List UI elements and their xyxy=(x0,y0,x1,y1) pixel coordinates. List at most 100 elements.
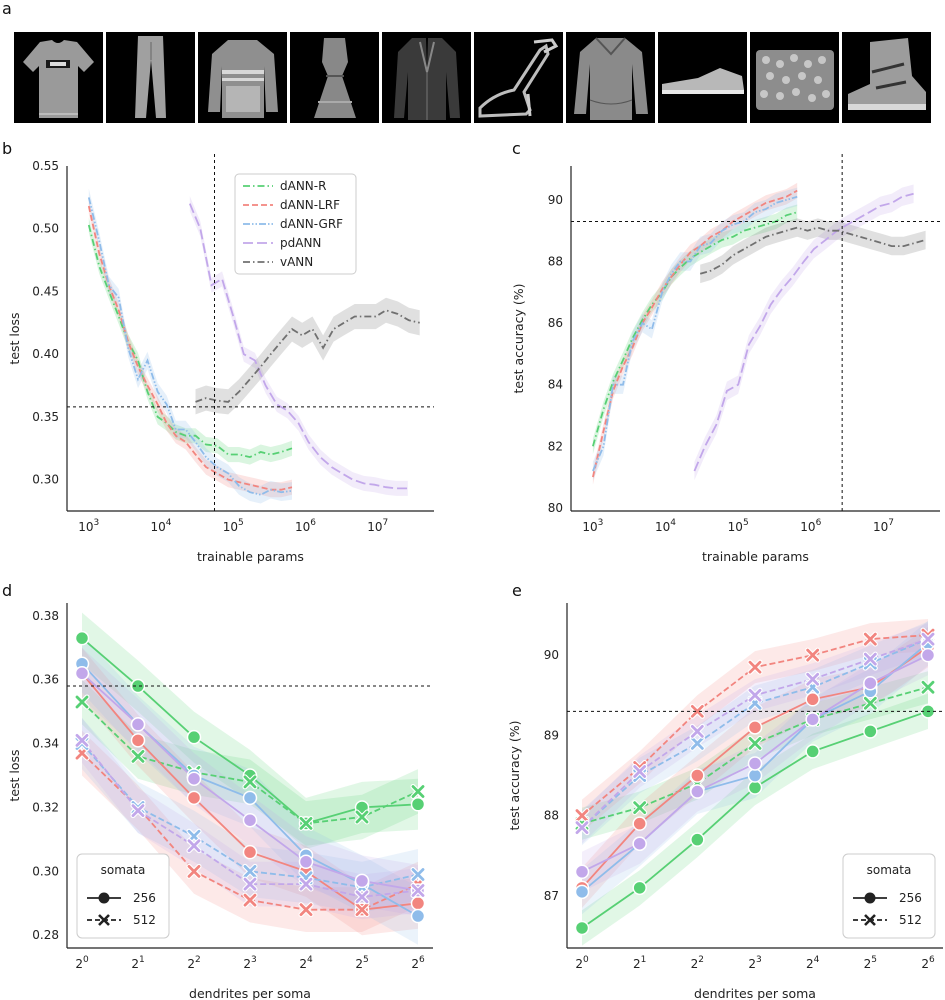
d-point-dANN-R-512 xyxy=(298,815,314,831)
d-point-dANN-R-512 xyxy=(410,783,426,799)
c-series-dANN-GRF xyxy=(592,187,798,481)
d-point-dANN-GRF-256 xyxy=(410,908,426,924)
trouser-icon xyxy=(106,32,195,123)
d-point-pdANN-512 xyxy=(186,838,202,854)
e-ytick-label: 88 xyxy=(544,809,559,823)
e-point-dANN-R-512 xyxy=(632,800,648,816)
e-point-dANN-R-256 xyxy=(632,880,647,896)
d-point-dANN-LRF-256 xyxy=(410,896,426,911)
d-ytick-label: 0.38 xyxy=(32,609,59,623)
d-point-dANN-R-256 xyxy=(186,729,202,745)
d-point-pdANN-256 xyxy=(354,873,370,889)
panel-letter-d: d xyxy=(2,581,12,600)
b-line-pdANN xyxy=(188,203,408,490)
e-xtick-label: 20 xyxy=(575,955,589,971)
c-series-dANN-LRF xyxy=(592,182,798,485)
e-y-axis-label: test accuracy (%) xyxy=(507,721,522,831)
e-point-dANN-R-256 xyxy=(747,780,763,795)
e-point-pdANN-512 xyxy=(689,723,705,739)
e-xtick-label: 26 xyxy=(921,955,935,971)
e-point-dANN-LRF-512 xyxy=(747,659,763,675)
d-point-dANN-LRF-512 xyxy=(298,902,314,918)
shirt-icon xyxy=(566,32,655,123)
e-point-pdANN-512 xyxy=(747,687,763,703)
d-point-dANN-LRF-256 xyxy=(130,733,146,748)
e-point-dANN-LRF-256 xyxy=(747,720,763,735)
b-y-axis-label: test loss xyxy=(7,312,22,364)
d-xtick-label: 24 xyxy=(299,955,313,971)
b-band-dANN-R xyxy=(88,217,292,465)
e-xtick-label: 23 xyxy=(748,955,761,971)
c-ytick-label: 88 xyxy=(548,254,563,268)
e-point-pdANN-512 xyxy=(574,820,590,836)
b-line-dANN-GRF xyxy=(87,197,293,496)
c-xtick-label: 103 xyxy=(582,518,603,534)
b-legend-label-pdANN: pdANN xyxy=(280,236,321,250)
e-legend-title: somata xyxy=(867,863,912,877)
b-legend-label-vANN: vANN xyxy=(280,255,313,269)
e-point-dANN-LRF-256 xyxy=(805,692,820,707)
e-x-axis-label: dendrites per soma xyxy=(694,986,816,1000)
b-line-dANN-R xyxy=(87,224,293,459)
d-band-dANN-R-512 xyxy=(82,679,418,846)
c-series-dANN-R xyxy=(592,204,798,454)
e-band-dANN-LRF-256 xyxy=(582,627,928,908)
e-legend-label-256: 256 xyxy=(899,891,922,905)
d-point-dANN-LRF-512 xyxy=(242,892,258,908)
d-legend-label-512: 512 xyxy=(133,913,156,927)
e-xtick-label: 21 xyxy=(633,955,646,971)
e-band-dANN-GRF-512 xyxy=(582,621,928,846)
d-point-pdANN-256 xyxy=(130,717,146,732)
b-series-dANN-LRF xyxy=(88,198,292,498)
e-point-dANN-R-256 xyxy=(805,744,820,759)
d-point-pdANN-256 xyxy=(242,812,258,828)
e-xtick-label: 22 xyxy=(691,955,704,971)
d-band-dANN-LRF-512 xyxy=(82,730,418,932)
d-xtick-label: 21 xyxy=(131,955,144,971)
sneaker-icon xyxy=(658,32,747,123)
d-point-dANN-R-512 xyxy=(74,694,90,710)
d-band-dANN-GRF-256 xyxy=(82,634,418,945)
e-point-pdANN-256 xyxy=(632,836,647,851)
b-ytick-label: 0.40 xyxy=(32,347,59,361)
d-point-dANN-R-256 xyxy=(74,630,90,646)
c-line-dANN-LRF xyxy=(592,189,798,478)
e-legend-label-512: 512 xyxy=(899,913,922,927)
d-legend-title: somata xyxy=(101,863,146,877)
b-xtick-label: 104 xyxy=(150,518,171,534)
d-ytick-label: 0.32 xyxy=(32,800,59,814)
d-point-pdANN-256 xyxy=(74,666,90,681)
e-point-dANN-GRF-512 xyxy=(689,735,705,751)
panel-letter-b: b xyxy=(2,139,12,158)
c-ytick-label: 86 xyxy=(548,316,563,330)
b-x-axis-label: trainable params xyxy=(197,549,304,564)
d-x-axis-label: dendrites per soma xyxy=(189,986,311,1000)
panel-letter-c: c xyxy=(512,139,521,158)
c-ytick-label: 82 xyxy=(548,439,563,453)
b-legend-label-dANN-LRF: dANN-LRF xyxy=(280,198,340,212)
panel-b-chart: 0.30 0.35 0.40 0.45 0.50 0.55 103 104 105 106 107 t… xyxy=(7,154,434,564)
e-point-pdANN-512 xyxy=(632,763,648,779)
b-legend-label-dANN-GRF: dANN-GRF xyxy=(280,217,343,231)
e-point-dANN-R-512 xyxy=(747,735,763,751)
b-legend-label-dANN-R: dANN-R xyxy=(280,179,326,193)
e-point-dANN-R-256 xyxy=(863,724,878,739)
e-point-pdANN-256 xyxy=(747,756,763,771)
d-point-dANN-R-512 xyxy=(242,774,258,790)
c-ytick-label: 84 xyxy=(548,378,563,392)
d-point-pdANN-256 xyxy=(186,771,202,786)
e-point-pdANN-256 xyxy=(690,784,705,799)
d-legend-label-256: 256 xyxy=(133,891,156,905)
d-legend-swatch-256 xyxy=(87,892,121,904)
d-point-dANN-GRF-512 xyxy=(410,867,426,883)
c-y-axis-label: test accuracy (%) xyxy=(511,284,526,394)
c-ytick-label: 90 xyxy=(548,193,563,207)
e-point-dANN-GRF-256 xyxy=(574,884,590,900)
d-point-dANN-R-256 xyxy=(410,797,426,812)
e-ytick-label: 89 xyxy=(544,728,559,742)
d-xtick-label: 23 xyxy=(243,955,256,971)
e-point-pdANN-512 xyxy=(862,651,878,667)
d-point-dANN-LRF-512 xyxy=(186,863,202,879)
e-legend: somata 256 512 xyxy=(842,853,936,939)
